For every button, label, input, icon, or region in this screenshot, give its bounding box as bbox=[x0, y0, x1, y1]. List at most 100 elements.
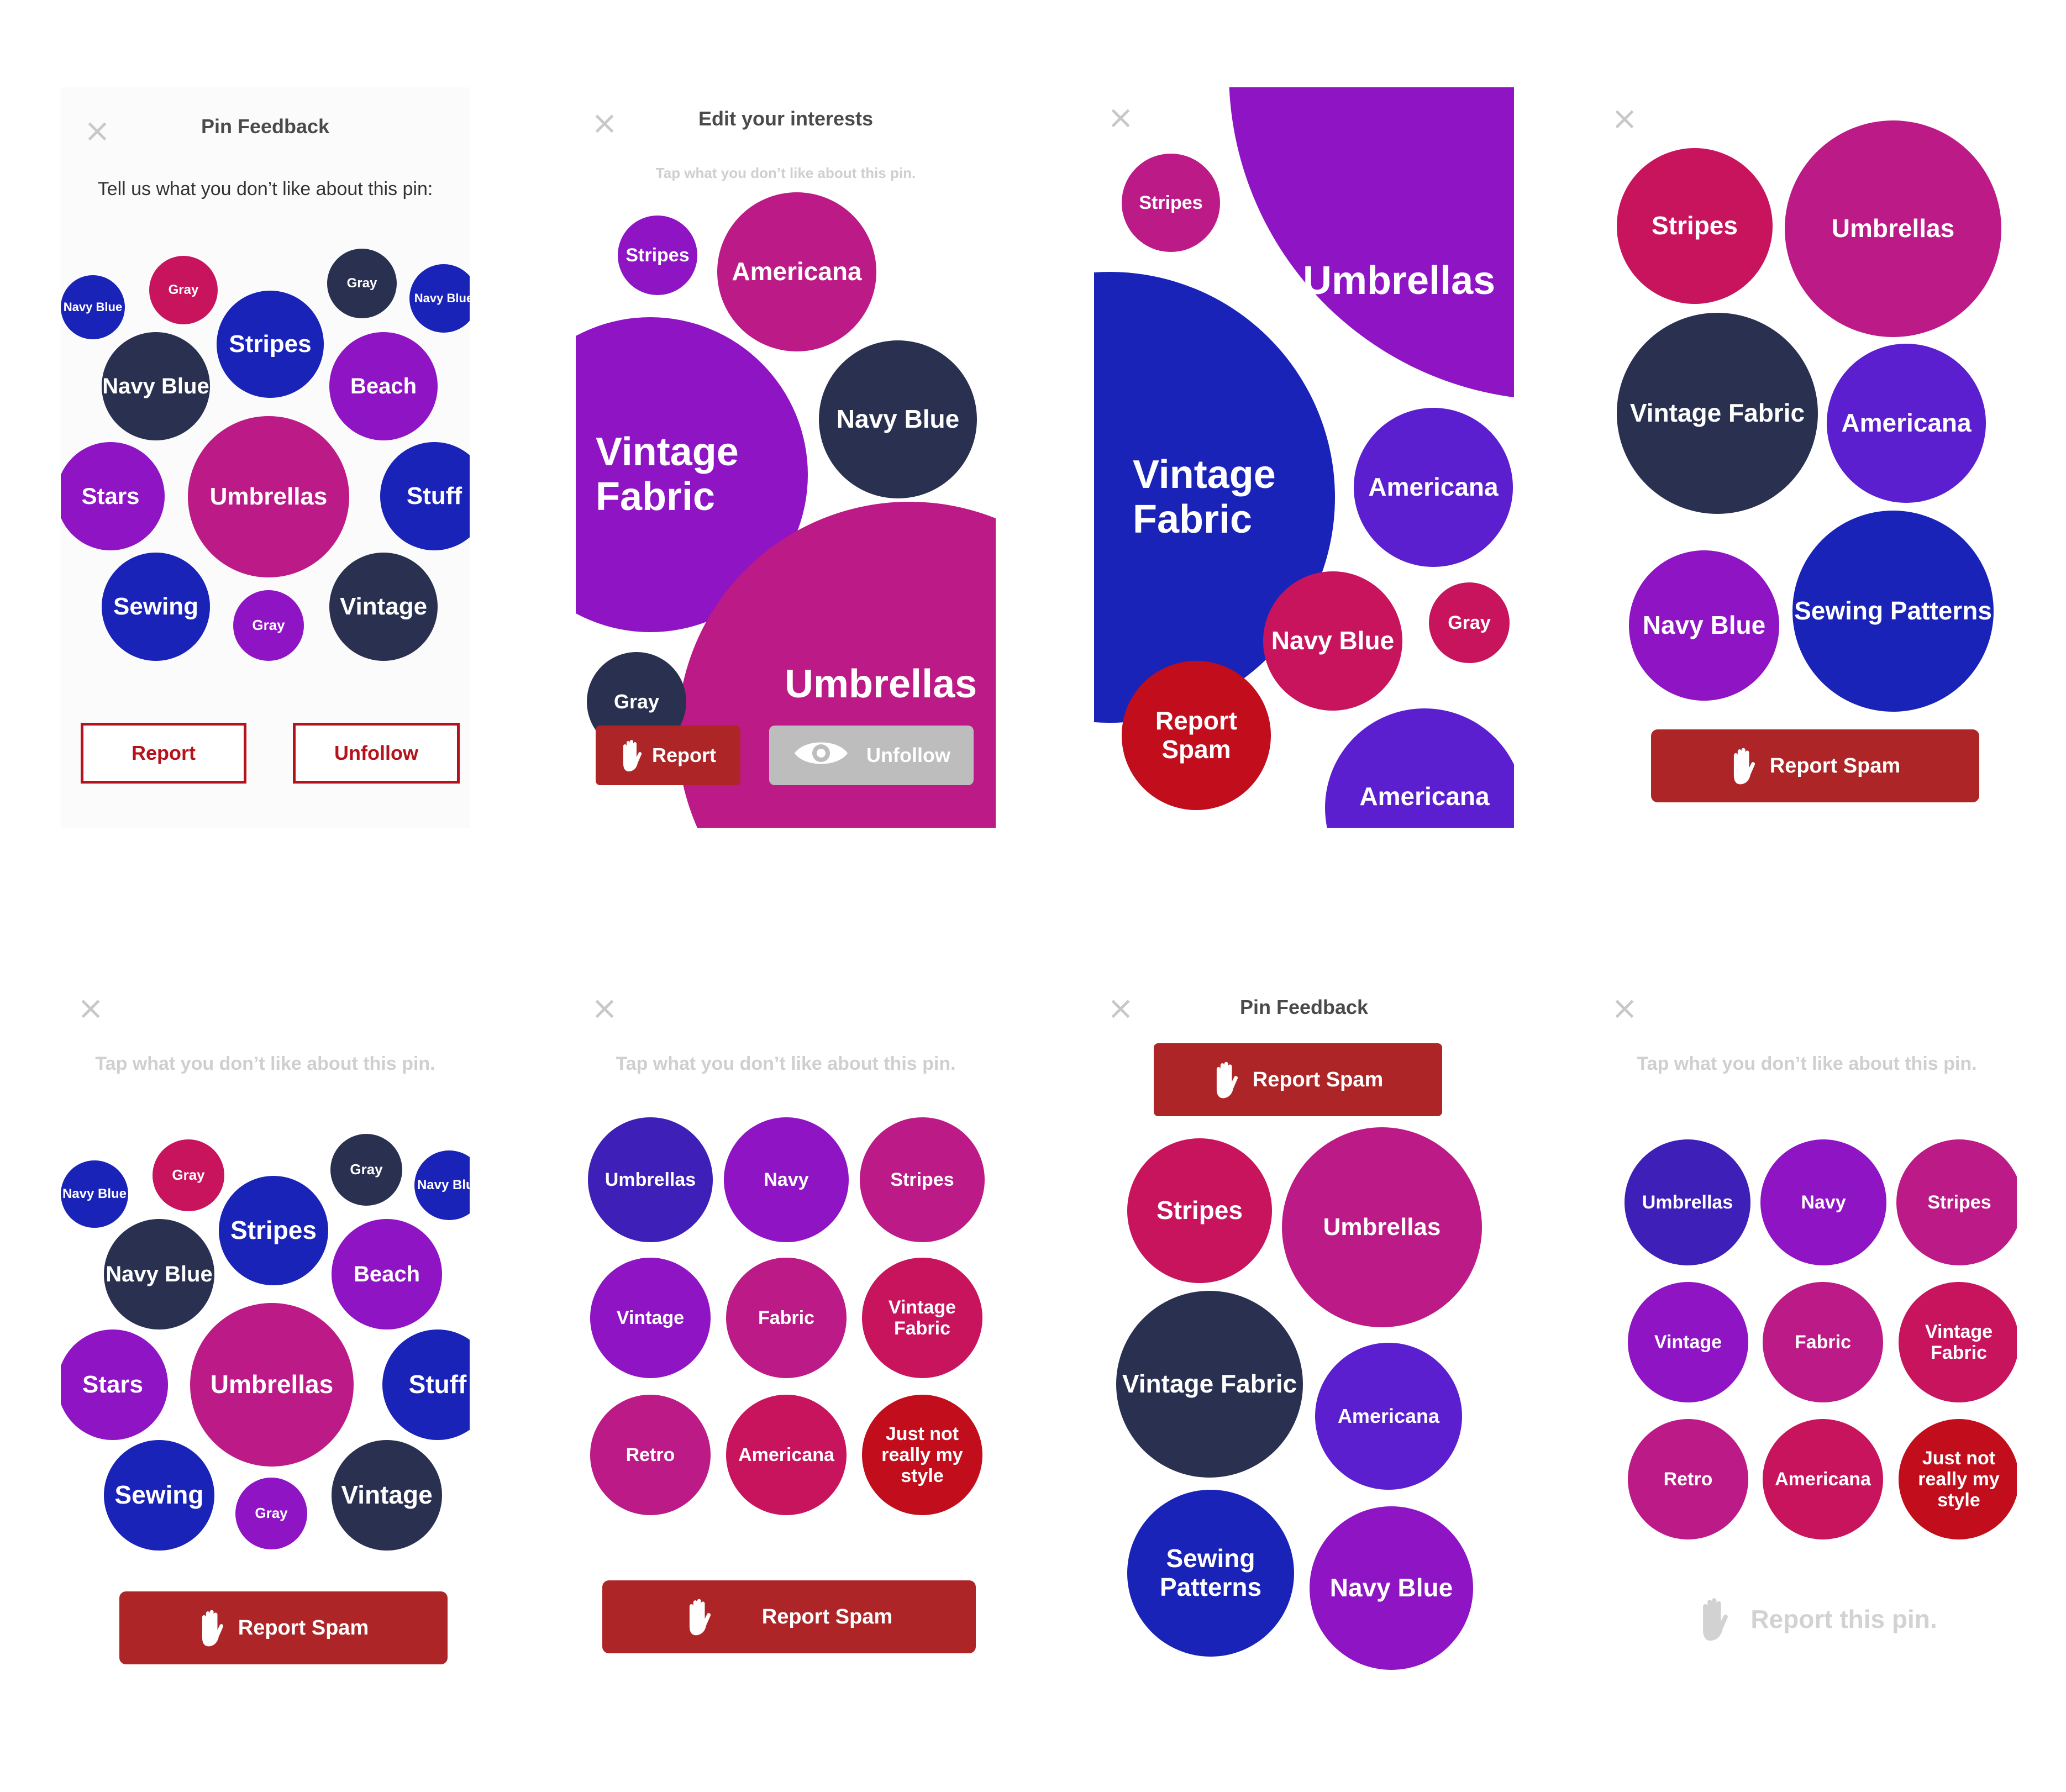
bubble-umbrellas[interactable]: Umbrellas bbox=[1282, 1127, 1482, 1327]
bubble-umbrellas[interactable]: Umbrellas bbox=[188, 416, 349, 577]
bubble-beach[interactable]: Beach bbox=[329, 332, 438, 440]
subtitle: Tap what you don’t like about this pin. bbox=[95, 1053, 435, 1074]
bubble-stripes[interactable]: Stripes bbox=[860, 1117, 985, 1242]
bubble-americana[interactable]: Americana bbox=[1763, 1419, 1883, 1539]
report-spam-button[interactable]: Report Spam bbox=[119, 1591, 448, 1664]
close-icon[interactable]: × bbox=[591, 989, 618, 1027]
panel-edit-interests: × Edit your interests Tap what you don’t… bbox=[576, 87, 996, 828]
bubble-americana[interactable]: Americana bbox=[726, 1395, 847, 1515]
unfollow-button[interactable]: Unfollow bbox=[293, 723, 460, 784]
bubble-stripes[interactable]: Stripes bbox=[1896, 1139, 2017, 1265]
bubble-navy-blue[interactable]: Navy Blue bbox=[61, 1160, 128, 1228]
bubble-navy[interactable]: Navy bbox=[1760, 1139, 1886, 1265]
bubble-vintage-fabric[interactable]: Vintage Fabric bbox=[1617, 313, 1818, 514]
close-icon[interactable]: × bbox=[1611, 99, 1638, 137]
bubble-stripes[interactable]: Stripes bbox=[217, 291, 324, 398]
close-icon[interactable]: × bbox=[591, 104, 618, 141]
bubble-vintage[interactable]: Vintage bbox=[329, 553, 438, 661]
eye-icon bbox=[792, 737, 850, 775]
bubble-umbrellas[interactable]: Umbrellas bbox=[1785, 120, 2001, 337]
bubble-stars[interactable]: Stars bbox=[61, 442, 165, 550]
bubble-umbrellas[interactable]: Umbrellas bbox=[1625, 1139, 1750, 1265]
prompt-text: Tell us what you don’t like about this p… bbox=[97, 178, 433, 199]
close-icon[interactable]: × bbox=[83, 112, 111, 149]
report-spam-button[interactable]: Report Spam bbox=[602, 1580, 976, 1653]
unfollow-button[interactable]: Unfollow bbox=[769, 726, 974, 785]
page-title: Pin Feedback bbox=[1239, 996, 1369, 1018]
close-icon[interactable]: × bbox=[1107, 989, 1134, 1027]
bubble-sewing[interactable]: Sewing bbox=[104, 1440, 214, 1551]
hand-icon bbox=[1730, 745, 1755, 787]
page-title: Pin Feedback bbox=[201, 115, 330, 138]
bubble-navy-blue[interactable]: Navy Blue bbox=[104, 1219, 214, 1329]
bubble-fabric[interactable]: Fabric bbox=[1763, 1282, 1883, 1402]
panel-grid-bubbles-disabled: × Tap what you don’t like about this pin… bbox=[1597, 973, 2017, 1713]
report-spam-button[interactable]: Report Spam bbox=[1651, 729, 1979, 802]
report-button[interactable]: Report bbox=[596, 726, 740, 785]
panel-bubbles-report: × Tap what you don’t like about this pin… bbox=[61, 973, 470, 1713]
bubble-americana[interactable]: Americana bbox=[1325, 708, 1514, 828]
bubble-report-spam[interactable]: Report Spam bbox=[1122, 661, 1271, 810]
bubble-gray[interactable]: Gray bbox=[330, 1134, 402, 1206]
bubble-umbrellas[interactable]: Umbrellas bbox=[588, 1117, 713, 1242]
bubble-gray[interactable]: Gray bbox=[1429, 582, 1510, 663]
close-icon[interactable]: × bbox=[77, 989, 104, 1027]
report-spam-label: Report Spam bbox=[761, 1605, 893, 1628]
bubble-stripes[interactable]: Stripes bbox=[618, 216, 697, 295]
hand-icon bbox=[198, 1607, 224, 1649]
bubble-gray[interactable]: Gray bbox=[149, 256, 218, 324]
bubble-vintage[interactable]: Vintage bbox=[1628, 1282, 1748, 1402]
bubble-americana[interactable]: Americana bbox=[1315, 1343, 1462, 1490]
panel-grid-bubbles: × Tap what you don’t like about this pin… bbox=[576, 973, 996, 1713]
bubble-navy-blue[interactable]: Navy Blue bbox=[414, 1150, 470, 1220]
bubble-vintage[interactable]: Vintage bbox=[332, 1440, 442, 1551]
bubble-americana[interactable]: Americana bbox=[1827, 344, 1986, 503]
close-icon[interactable]: × bbox=[1611, 989, 1638, 1027]
bubble-navy-blue[interactable]: Navy Blue bbox=[819, 340, 977, 498]
bubble-not-my-style[interactable]: Just not really my style bbox=[1899, 1419, 2017, 1539]
report-label: Report bbox=[652, 744, 716, 766]
bubble-sewing[interactable]: Sewing bbox=[102, 553, 210, 661]
bubble-gray[interactable]: Gray bbox=[233, 590, 304, 661]
bubble-retro[interactable]: Retro bbox=[1628, 1419, 1748, 1539]
bubble-navy-blue[interactable]: Navy Blue bbox=[1310, 1506, 1473, 1670]
bubble-navy-blue[interactable]: Navy Blue bbox=[61, 275, 125, 339]
bubble-stars[interactable]: Stars bbox=[61, 1329, 168, 1440]
bubble-stripes[interactable]: Stripes bbox=[1122, 154, 1220, 252]
bubble-beach[interactable]: Beach bbox=[332, 1219, 442, 1329]
bubble-fabric[interactable]: Fabric bbox=[726, 1258, 847, 1378]
bubble-stuff[interactable]: Stuff bbox=[380, 442, 470, 550]
bubble-stripes[interactable]: Stripes bbox=[1127, 1138, 1272, 1283]
panel-feedback-bubbles: × Stripes Umbrellas Vintage Fabric Ameri… bbox=[1597, 87, 2017, 828]
bubble-americana[interactable]: Americana bbox=[717, 192, 876, 351]
bubble-sewing-patterns[interactable]: Sewing Patterns bbox=[1792, 511, 1994, 712]
bubble-not-my-style[interactable]: Just not really my style bbox=[862, 1395, 982, 1515]
bubble-vintage-fabric[interactable]: Vintage Fabric bbox=[1899, 1282, 2017, 1402]
report-pin-link[interactable]: Report this pin. bbox=[1663, 1591, 1973, 1647]
bubble-vintage-fabric[interactable]: Vintage Fabric bbox=[862, 1258, 982, 1378]
bubble-stripes[interactable]: Stripes bbox=[1617, 148, 1773, 304]
bubble-stuff[interactable]: Stuff bbox=[382, 1329, 470, 1440]
close-icon[interactable]: × bbox=[1107, 98, 1134, 136]
bubble-navy-blue[interactable]: Navy Blue bbox=[102, 332, 210, 440]
bubble-sewing-patterns[interactable]: Sewing Patterns bbox=[1127, 1490, 1294, 1657]
bubble-gray[interactable]: Gray bbox=[153, 1139, 224, 1211]
subtitle: Tap what you don’t like about this pin. bbox=[1637, 1053, 1977, 1074]
unfollow-label: Unfollow bbox=[866, 744, 950, 766]
bubble-gray[interactable]: Gray bbox=[235, 1478, 307, 1549]
bubble-americana[interactable]: Americana bbox=[1354, 408, 1513, 567]
bubble-navy[interactable]: Navy bbox=[724, 1117, 849, 1242]
bubble-gray[interactable]: Gray bbox=[327, 249, 397, 318]
panel-pin-feedback-2: × Pin Feedback Report Spam Stripes Umbre… bbox=[1094, 973, 1514, 1713]
hand-icon bbox=[686, 1596, 711, 1638]
bubble-umbrellas[interactable]: Umbrellas bbox=[190, 1303, 354, 1467]
bubble-navy-blue[interactable]: Navy Blue bbox=[1263, 571, 1402, 711]
bubble-retro[interactable]: Retro bbox=[590, 1395, 711, 1515]
report-spam-button[interactable]: Report Spam bbox=[1154, 1043, 1442, 1116]
report-button[interactable]: Report bbox=[81, 723, 246, 784]
bubble-vintage[interactable]: Vintage bbox=[590, 1258, 711, 1378]
bubble-navy-blue[interactable]: Navy Blue bbox=[1629, 550, 1779, 701]
bubble-stripes[interactable]: Stripes bbox=[219, 1176, 328, 1285]
bubble-vintage-fabric[interactable]: Vintage Fabric bbox=[1116, 1291, 1303, 1478]
bubble-navy-blue[interactable]: Navy Blue bbox=[409, 264, 470, 333]
